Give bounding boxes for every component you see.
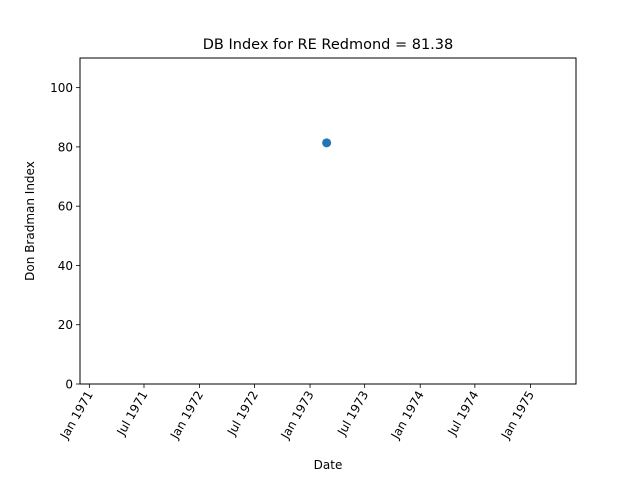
y-tick-label: 80 [58, 140, 73, 154]
x-tick-label: Jul 1972 [224, 389, 261, 439]
x-tick-label: Jan 1971 [57, 389, 96, 443]
x-tick-label: Jul 1974 [444, 389, 481, 439]
x-tick-label: Jul 1971 [114, 389, 151, 439]
x-tick-label: Jul 1973 [334, 389, 371, 439]
x-tick-label: Jan 1975 [498, 389, 537, 443]
plot-area-frame [79, 57, 577, 385]
x-tick-label: Jan 1973 [278, 389, 317, 443]
y-tick-label: 100 [50, 81, 73, 95]
y-tick-label: 20 [58, 318, 73, 332]
x-tick-label: Jan 1974 [388, 389, 427, 443]
x-axis-label: Date [314, 458, 343, 472]
y-axis-label: Don Bradman Index [23, 161, 37, 281]
y-tick-label: 0 [65, 378, 73, 392]
chart-title: DB Index for RE Redmond = 81.38 [203, 37, 453, 53]
y-tick-label: 60 [58, 200, 73, 214]
x-tick-label: Jan 1972 [167, 389, 206, 443]
data-points [322, 138, 332, 148]
x-axis-ticks: Jan 1971 Jul 1971 Jan 1972 Jul 1972 Jan 1973… [57, 384, 537, 442]
data-point [322, 138, 332, 148]
y-tick-label: 40 [58, 259, 73, 273]
y-axis-ticks: 0 20 40 60 80 100 [50, 81, 80, 392]
